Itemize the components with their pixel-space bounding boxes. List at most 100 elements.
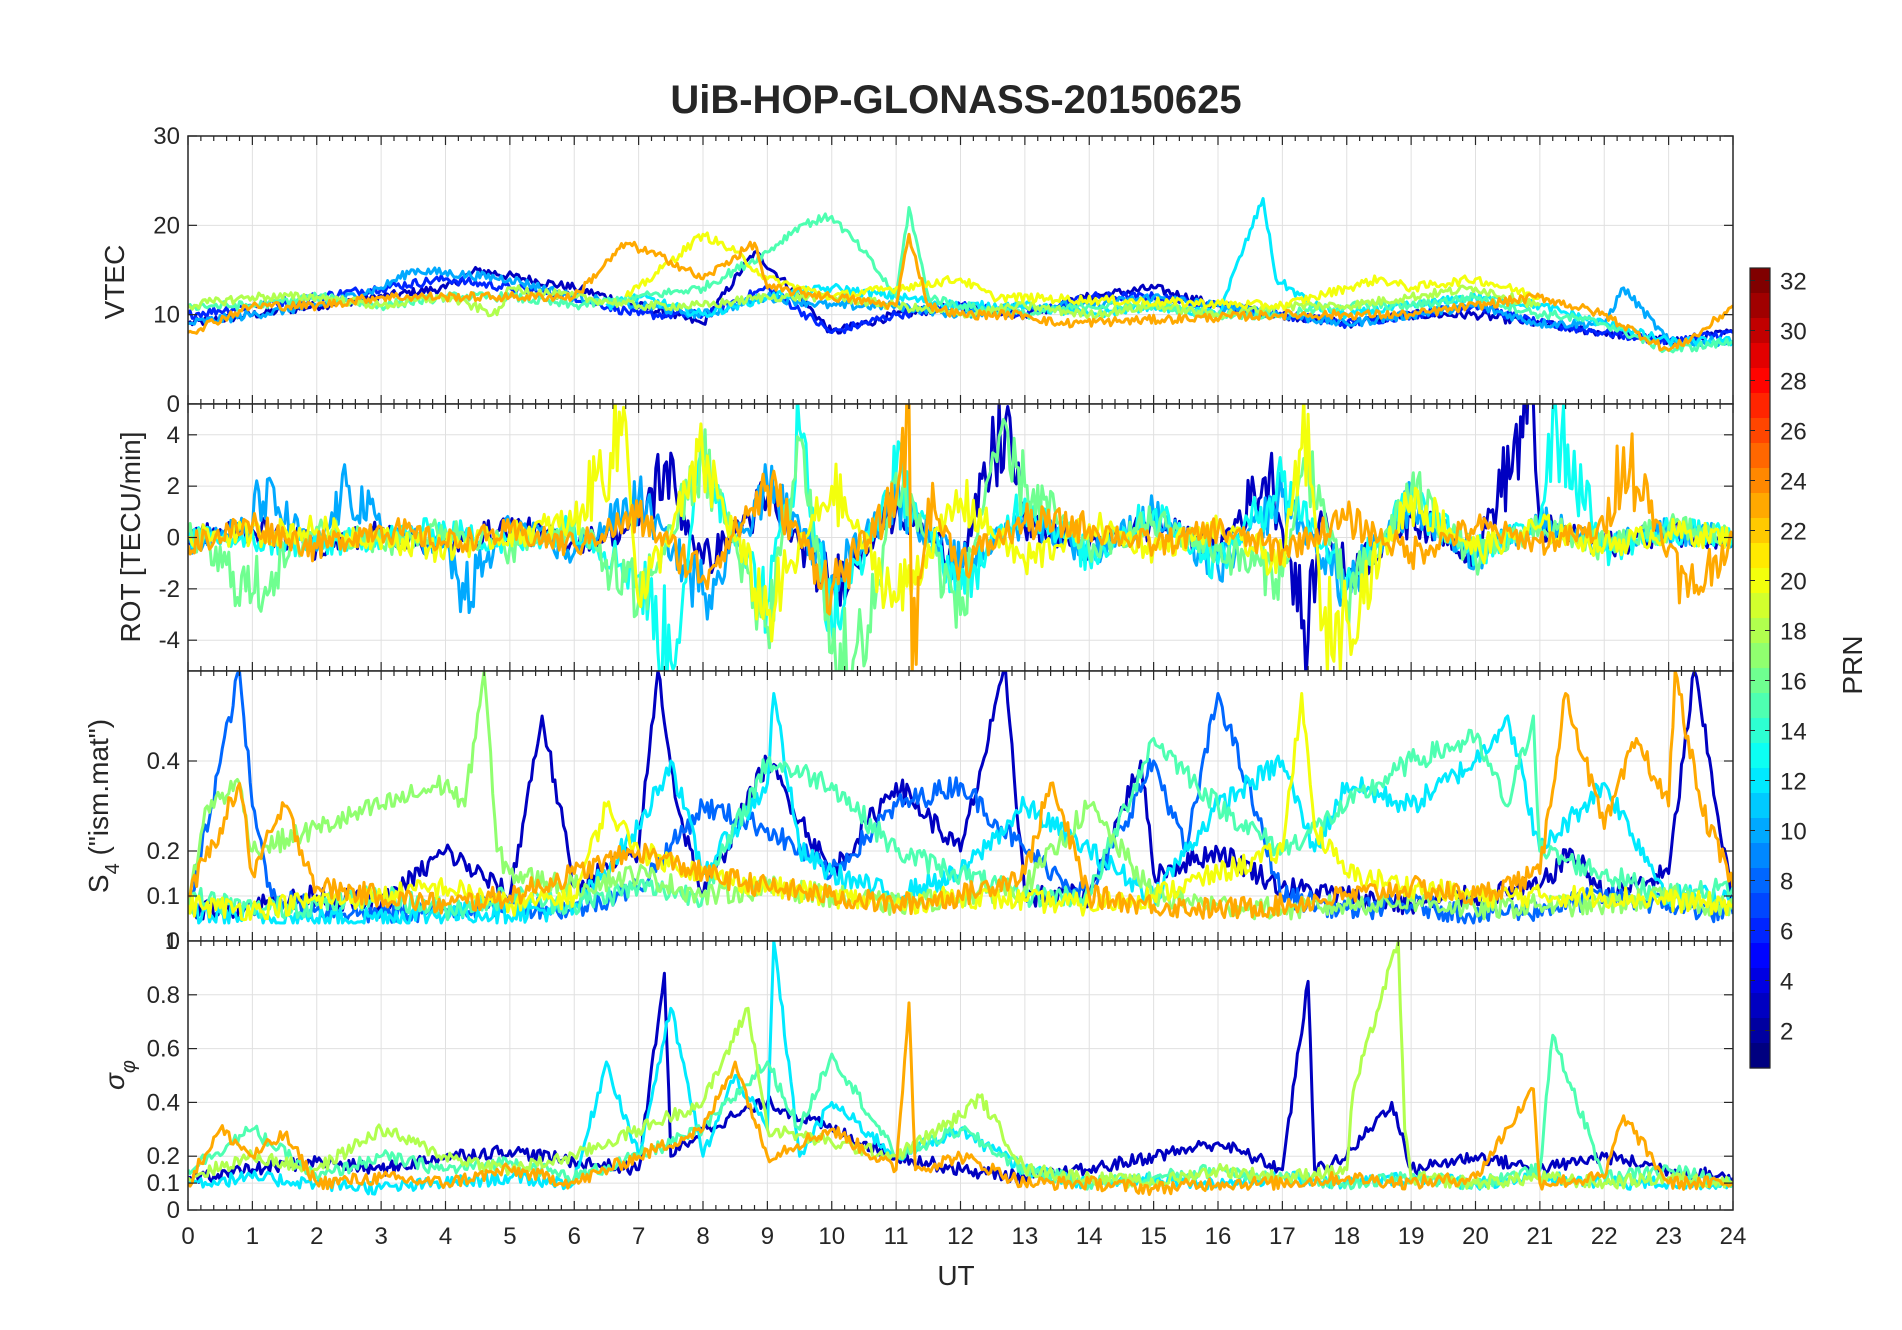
y-tick-label: 0.4 bbox=[147, 1089, 180, 1116]
y-tick-label: 0.2 bbox=[147, 838, 180, 865]
colorbar-tick-label: 32 bbox=[1780, 269, 1807, 296]
x-tick-label: 20 bbox=[1462, 1223, 1489, 1250]
x-tick-label: 9 bbox=[761, 1223, 774, 1250]
x-ticks bbox=[187, 404, 1734, 671]
x-tick-label: 17 bbox=[1269, 1223, 1296, 1250]
colorbar-segment bbox=[1750, 793, 1770, 819]
y-tick-label: 0.8 bbox=[147, 982, 180, 1009]
y-tick-label: 4 bbox=[167, 422, 180, 449]
colorbar-segment bbox=[1750, 318, 1770, 344]
colorbar-segment bbox=[1750, 918, 1770, 944]
x-tick-label: 12 bbox=[947, 1223, 974, 1250]
series-line-prn-16 bbox=[188, 417, 1733, 671]
x-axis-label: UT bbox=[937, 1260, 974, 1291]
x-tick-label: 11 bbox=[884, 1223, 909, 1250]
x-tick-label: 18 bbox=[1333, 1223, 1360, 1250]
colorbar-segment bbox=[1750, 693, 1770, 719]
x-tick-label: 23 bbox=[1655, 1223, 1682, 1250]
x-tick-label: 1 bbox=[246, 1223, 259, 1250]
y-axis-label: VTEC bbox=[99, 245, 130, 320]
y-tick-label: 10 bbox=[153, 302, 180, 329]
series-line-prn-23 bbox=[188, 671, 1733, 920]
colorbar-tick-label: 28 bbox=[1780, 369, 1807, 396]
series-line-prn-18 bbox=[188, 941, 1733, 1190]
y-axis-label-sub: 4 bbox=[102, 863, 124, 874]
colorbar-segment bbox=[1750, 368, 1770, 394]
y-tick-label: -4 bbox=[159, 627, 180, 654]
chart-title: UiB-HOP-GLONASS-20150625 bbox=[670, 78, 1241, 122]
colorbar-segment bbox=[1750, 843, 1770, 869]
colorbar-segment bbox=[1750, 868, 1770, 894]
y-tick-label: -2 bbox=[159, 576, 180, 603]
x-tick-label: 14 bbox=[1076, 1223, 1103, 1250]
colorbar-segment bbox=[1750, 468, 1770, 494]
series-line-prn-20 bbox=[188, 404, 1733, 671]
x-axis-tick-labels: 0 1 2 3 4 5 6 7 8 9 10 11 12 13 14 15 16 17 18 19 20 21 22 23 24 bbox=[181, 1223, 1746, 1250]
colorbar-tick-label: 26 bbox=[1780, 419, 1807, 446]
colorbar-segment bbox=[1750, 293, 1770, 319]
colorbar-tick-label: 18 bbox=[1780, 619, 1807, 646]
colorbar-tick-label: 12 bbox=[1780, 769, 1807, 796]
colorbar-segment bbox=[1750, 443, 1770, 469]
colorbar-segment bbox=[1750, 993, 1770, 1019]
colorbar-segment bbox=[1750, 493, 1770, 519]
colorbar-segment bbox=[1750, 1043, 1770, 1069]
x-tick-label: 3 bbox=[374, 1223, 387, 1250]
y-tick-label: 0.6 bbox=[147, 1036, 180, 1063]
colorbar-segment bbox=[1750, 268, 1770, 294]
x-tick-label: 13 bbox=[1012, 1223, 1039, 1250]
y-tick-label: 0.4 bbox=[147, 748, 180, 775]
colorbar-tick-label: 30 bbox=[1780, 319, 1807, 346]
y-tick-label: 0 bbox=[167, 928, 180, 955]
y-tick-label: 20 bbox=[153, 212, 180, 239]
y-axis-label-main: σ bbox=[99, 1072, 130, 1090]
x-tick-label: 22 bbox=[1591, 1223, 1618, 1250]
colorbar-tick-label: 10 bbox=[1780, 819, 1807, 846]
y-tick-label: 2 bbox=[167, 473, 180, 500]
series-line-prn-20 bbox=[624, 231, 1541, 311]
colorbar-segment bbox=[1750, 768, 1770, 794]
rot-panel: -4 -2 0 2 4 ROT [TECU/min] bbox=[115, 403, 1734, 672]
x-tick-label: 10 bbox=[818, 1223, 845, 1250]
y-tick-label: 0 bbox=[167, 1197, 180, 1224]
sigma-phi-panel: 00.10.2 0.4 0.6 0.8 σφ bbox=[99, 940, 1734, 1224]
colorbar-segment bbox=[1750, 718, 1770, 744]
colorbar-segment bbox=[1750, 343, 1770, 369]
y-axis-label-rest: ("ism.mat") bbox=[83, 719, 114, 863]
y-axis-label-sub: φ bbox=[118, 1060, 140, 1073]
colorbar-segment bbox=[1750, 518, 1770, 544]
y-axis-label: ROT [TECU/min] bbox=[115, 431, 146, 642]
s4-panel: 0.1 0.2 0.4 01 S4 ("ism.mat") bbox=[83, 670, 1734, 955]
y-tick-label: 1 bbox=[165, 928, 178, 955]
x-tick-label: 6 bbox=[568, 1223, 581, 1250]
colorbar-tick-label: 6 bbox=[1780, 919, 1793, 946]
x-tick-label: 7 bbox=[632, 1223, 645, 1250]
colorbar-segment bbox=[1750, 668, 1770, 694]
series-group bbox=[188, 404, 1733, 671]
colorbar-segment bbox=[1750, 943, 1770, 969]
colorbar-tick-label: 24 bbox=[1780, 469, 1807, 496]
series-line-prn-23 bbox=[188, 404, 1733, 671]
y-tick-label: 0.2 bbox=[147, 1143, 180, 1170]
y-tick-label: 0.1 bbox=[147, 1170, 180, 1197]
y-tick-label: 30 bbox=[153, 123, 180, 150]
series-group bbox=[188, 671, 1733, 925]
colorbar-segment bbox=[1750, 393, 1770, 419]
y-tick-label: 0.1 bbox=[147, 883, 180, 910]
x-tick-label: 5 bbox=[503, 1223, 516, 1250]
x-tick-label: 8 bbox=[696, 1223, 709, 1250]
colorbar-label: PRN bbox=[1837, 635, 1868, 694]
colorbar-segment bbox=[1750, 743, 1770, 769]
series-line-prn-23 bbox=[188, 1001, 1733, 1196]
series-line-prn-23 bbox=[188, 232, 1733, 352]
series-line-prn-15 bbox=[188, 714, 1733, 922]
vtec-panel: 0 10 20 30 VTEC bbox=[99, 123, 1734, 418]
series-group bbox=[188, 197, 1733, 354]
x-ticks bbox=[187, 136, 1734, 404]
x-tick-label: 15 bbox=[1140, 1223, 1167, 1250]
x-tick-label: 2 bbox=[310, 1223, 323, 1250]
x-ticks bbox=[187, 941, 1734, 1210]
colorbar-tick-label: 16 bbox=[1780, 669, 1807, 696]
colorbar-segment bbox=[1750, 643, 1770, 669]
